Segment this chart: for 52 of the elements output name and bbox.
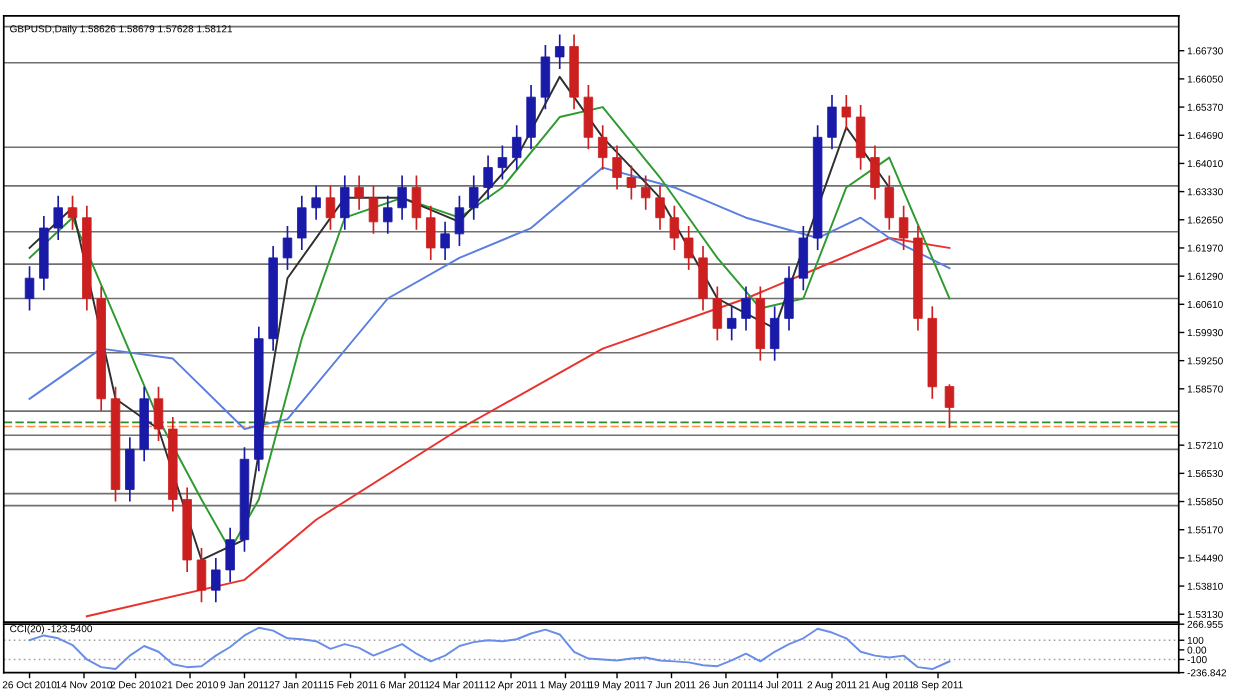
candlestick: [597, 124, 608, 171]
candlestick: [497, 144, 508, 181]
candlestick: [340, 174, 350, 231]
candlestick: [426, 204, 436, 261]
candlestick: [626, 164, 637, 201]
candlestick: [583, 84, 594, 151]
candlestick: [669, 204, 680, 251]
candlestick: [884, 174, 895, 231]
line-series: [85, 237, 951, 618]
candlestick: [125, 436, 135, 503]
candlestick: [769, 305, 780, 362]
candlestick: [383, 194, 393, 235]
candlestick: [297, 194, 307, 251]
candlestick: [469, 174, 479, 221]
candlestick: [655, 184, 665, 231]
candlestick: [354, 174, 364, 211]
candlestick: [483, 154, 493, 201]
candlestick: [325, 184, 336, 231]
candlestick: [698, 245, 708, 312]
candlestick: [741, 285, 751, 332]
candlestick: [683, 225, 694, 271]
candlestick: [153, 385, 164, 442]
candlestick: [282, 225, 293, 271]
candlestick: [311, 184, 321, 221]
candlestick: [798, 225, 809, 292]
candlestick: [540, 44, 551, 110]
candlestick: [841, 94, 852, 130]
candlestick: [397, 174, 407, 221]
candlestick: [612, 144, 622, 191]
candlestick: [53, 194, 63, 241]
candlestick: [225, 526, 235, 583]
candlestick: [411, 174, 422, 231]
candlestick: [855, 104, 866, 171]
candlestick: [784, 265, 794, 332]
candlestick: [67, 194, 78, 231]
candlestick: [944, 383, 955, 429]
candlestick: [712, 285, 723, 342]
candlestick: [512, 124, 522, 171]
candlestick: [555, 33, 565, 70]
candlestick: [640, 174, 651, 211]
candlestick: [827, 94, 837, 151]
candlestick: [870, 144, 880, 201]
candlestick: [440, 221, 450, 261]
candlestick: [898, 204, 909, 251]
candlestick: [24, 265, 35, 312]
candlestick: [368, 184, 379, 235]
candlestick: [196, 547, 207, 604]
candlestick: [211, 557, 221, 604]
candlestick: [726, 305, 737, 342]
line-series: [28, 166, 951, 430]
candlestick: [526, 84, 536, 151]
candlestick: [454, 194, 465, 247]
